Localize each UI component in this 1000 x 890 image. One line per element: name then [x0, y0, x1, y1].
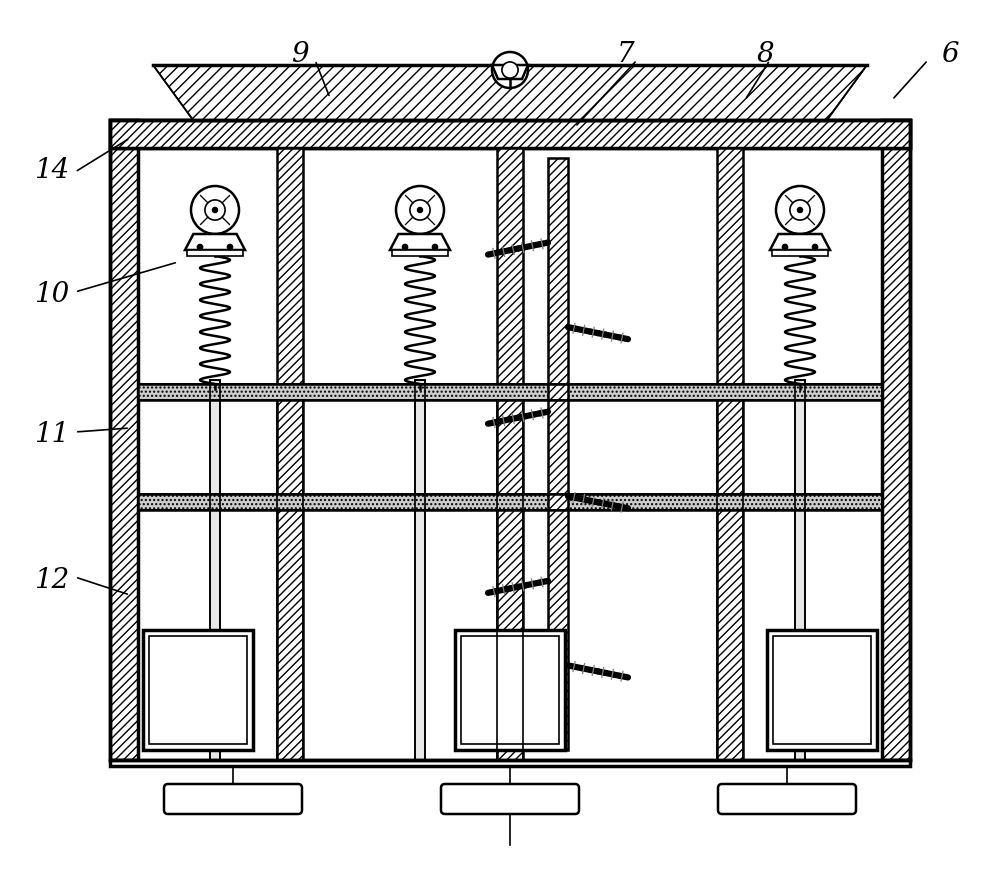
Polygon shape	[185, 234, 245, 250]
Bar	[107, 108, 913, 148]
Bar	[138, 384, 882, 400]
Bar	[110, 760, 910, 766]
Circle shape	[502, 62, 518, 78]
FancyBboxPatch shape	[718, 784, 856, 814]
Bar	[497, 148, 523, 760]
Circle shape	[790, 200, 810, 220]
Bar	[415, 380, 425, 760]
Bar	[795, 380, 805, 760]
Polygon shape	[153, 65, 867, 120]
Polygon shape	[390, 234, 450, 250]
Bar	[210, 380, 220, 760]
Circle shape	[191, 186, 239, 234]
Bar	[110, 120, 910, 148]
Bar	[110, 120, 910, 760]
Bar	[795, 380, 805, 760]
Text: 10: 10	[34, 281, 70, 309]
Circle shape	[492, 52, 528, 88]
Bar	[392, 250, 448, 256]
Circle shape	[410, 200, 430, 220]
Bar	[717, 148, 743, 760]
Circle shape	[418, 207, 422, 213]
Circle shape	[798, 207, 802, 213]
Circle shape	[205, 200, 225, 220]
Circle shape	[782, 245, 788, 249]
Circle shape	[228, 245, 232, 249]
Text: 8: 8	[756, 42, 774, 69]
Bar	[277, 148, 303, 760]
Bar	[138, 384, 882, 400]
Bar	[773, 636, 871, 744]
Polygon shape	[770, 234, 830, 250]
Circle shape	[198, 245, 202, 249]
Text: 11: 11	[34, 422, 70, 449]
Bar	[149, 636, 247, 744]
Bar	[767, 630, 877, 750]
Bar	[461, 636, 559, 744]
FancyBboxPatch shape	[164, 784, 302, 814]
Bar	[110, 120, 910, 760]
Bar	[110, 120, 138, 760]
FancyBboxPatch shape	[441, 784, 579, 814]
Circle shape	[776, 186, 824, 234]
Circle shape	[812, 245, 818, 249]
Bar	[138, 494, 882, 510]
Bar	[772, 250, 828, 256]
Circle shape	[402, 245, 408, 249]
Text: 7: 7	[616, 42, 634, 69]
Bar	[143, 630, 253, 750]
Bar	[138, 494, 882, 510]
Text: 9: 9	[291, 42, 309, 69]
Bar	[415, 380, 425, 760]
Bar	[548, 158, 568, 750]
Bar	[882, 120, 910, 760]
Bar	[187, 250, 243, 256]
Bar	[455, 630, 565, 750]
Text: 14: 14	[34, 157, 70, 183]
Bar	[110, 120, 910, 148]
Circle shape	[213, 207, 217, 213]
Text: 12: 12	[34, 567, 70, 594]
Bar	[210, 380, 220, 760]
Circle shape	[396, 186, 444, 234]
Circle shape	[432, 245, 438, 249]
Text: 6: 6	[941, 42, 959, 69]
Polygon shape	[492, 65, 528, 79]
